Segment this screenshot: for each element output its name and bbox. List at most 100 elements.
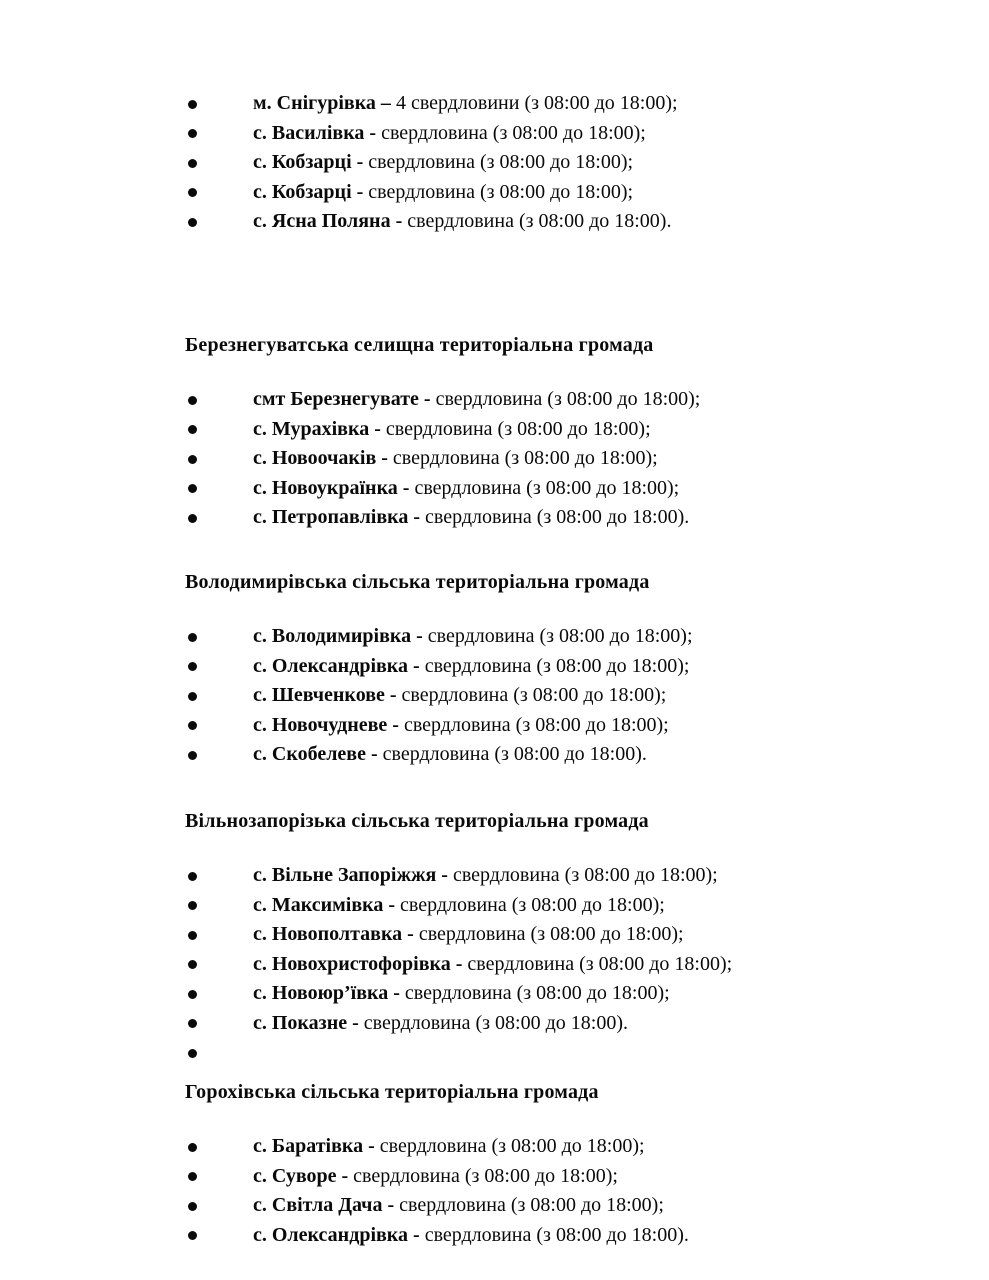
borehole-list-item: с. Кобзарці - свердловина (з 08:00 до 18…	[185, 178, 909, 208]
bullet-icon	[188, 989, 197, 999]
borehole-details: свердловина (з 08:00 до 18:00);	[430, 388, 701, 410]
borehole-list-item: с. Петропавлівка - свердловина (з 08:00 …	[185, 503, 909, 533]
borehole-list-item: с. Новополтавка - свердловина (з 08:00 д…	[185, 920, 909, 950]
borehole-list-item: с. Олександрівка - свердловина (з 08:00 …	[185, 1221, 909, 1251]
place-name: с. Мурахівка -	[253, 417, 381, 440]
borehole-details: свердловина (з 08:00 до 18:00);	[399, 982, 670, 1004]
borehole-list-item: с. Вільне Запоріжжя - свердловина (з 08:…	[185, 861, 909, 891]
place-name: смт Березнегувате -	[253, 388, 431, 410]
borehole-list-item: с. Мурахівка - свердловина (з 08:00 до 1…	[185, 415, 909, 445]
sections-container: м. Снігурівка – 4 свердловини (з 08:00 д…	[185, 89, 909, 1250]
borehole-details: свердловина (з 08:00 до 18:00);	[363, 151, 634, 173]
borehole-list-item: с. Василівка - свердловина (з 08:00 до 1…	[185, 119, 909, 149]
borehole-list: с. Баратівка - свердловина (з 08:00 до 1…	[185, 1132, 909, 1250]
borehole-details: свердловина (з 08:00 до 18:00).	[419, 1223, 689, 1246]
borehole-list-item: с. Олександрівка - свердловина (з 08:00 …	[185, 652, 909, 682]
bullet-icon	[188, 1019, 197, 1028]
borehole-list-item: с. Світла Дача - свердловина (з 08:00 до…	[185, 1191, 909, 1221]
borehole-details: свердловина (з 08:00 до 18:00);	[387, 447, 658, 469]
borehole-details: свердловина (з 08:00 до 18:00);	[394, 1194, 664, 1216]
bullet-icon	[188, 1231, 197, 1240]
bullet-icon	[188, 871, 197, 881]
borehole-details: свердловина (з 08:00 до 18:00);	[374, 1135, 645, 1157]
bullet-icon	[188, 158, 197, 168]
community-section: Вільнозапорізька сільська територіальна …	[185, 807, 909, 1068]
borehole-details: свердловина (з 08:00 до 18:00);	[380, 417, 651, 440]
bullet-icon	[188, 901, 197, 910]
bullet-icon	[188, 930, 197, 940]
borehole-list-item: смт Березнегувате - свердловина (з 08:00…	[185, 385, 909, 415]
bullet-icon	[188, 188, 197, 197]
bullet-icon	[188, 513, 197, 523]
bullet-icon	[188, 425, 197, 434]
borehole-list-item: с. Скобелеве - свердловина (з 08:00 до 1…	[185, 740, 909, 770]
place-name: с. Олександрівка -	[253, 1223, 420, 1246]
bullet-icon	[188, 632, 197, 642]
community-heading: Березнегуватська селищна територіальна г…	[185, 333, 654, 356]
borehole-details: свердловина (з 08:00 до 18:00);	[419, 654, 690, 677]
borehole-details: свердловина (з 08:00 до 18:00);	[462, 952, 733, 975]
borehole-list: с. Вільне Запоріжжя - свердловина (з 08:…	[185, 861, 909, 1068]
place-name: с. Суворе -	[253, 1164, 349, 1187]
place-name: с. Максимівка -	[253, 893, 396, 916]
place-name: с. Скобелеве -	[253, 743, 378, 765]
bullet-icon	[188, 1201, 197, 1211]
bullet-icon	[188, 1048, 197, 1058]
borehole-details: 4 свердловини (з 08:00 до 18:00);	[390, 92, 678, 114]
bullet-icon	[188, 454, 197, 464]
borehole-list-item: с. Володимирівка - свердловина (з 08:00 …	[185, 622, 909, 652]
borehole-list-item: с. Суворе - свердловина (з 08:00 до 18:0…	[185, 1162, 909, 1192]
borehole-details: свердловина (з 08:00 до 18:00);	[409, 476, 680, 499]
community-section: Березнегуватська селищна територіальна г…	[185, 331, 909, 533]
borehole-list-item: м. Снігурівка – 4 свердловини (з 08:00 д…	[185, 89, 909, 119]
place-name: с. Світла Дача -	[253, 1194, 395, 1216]
place-name: с. Баратівка -	[253, 1135, 375, 1157]
borehole-list: м. Снігурівка – 4 свердловини (з 08:00 д…	[185, 89, 909, 237]
place-name: с. Новоюр’ївка -	[253, 982, 400, 1004]
place-name: с. Василівка -	[253, 121, 377, 144]
community-section: Володимирівська сільська територіальна г…	[185, 568, 909, 770]
borehole-list-item: с. Новочудневе - свердловина (з 08:00 до…	[185, 711, 909, 741]
place-name: с. Володимирівка -	[253, 625, 423, 647]
borehole-list-item: с. Новоюр’ївка - свердловина (з 08:00 до…	[185, 979, 909, 1009]
bullet-icon	[188, 662, 197, 671]
borehole-details: свердловина (з 08:00 до 18:00);	[413, 923, 684, 945]
place-name: с. Олександрівка -	[253, 654, 420, 677]
borehole-list-item: с. Кобзарці - свердловина (з 08:00 до 18…	[185, 148, 909, 178]
borehole-list-item: с. Новоукраїнка - свердловина (з 08:00 д…	[185, 474, 909, 504]
borehole-list: смт Березнегувате - свердловина (з 08:00…	[185, 385, 909, 533]
borehole-list-item: с. Баратівка - свердловина (з 08:00 до 1…	[185, 1132, 909, 1162]
bullet-icon	[188, 395, 197, 405]
borehole-list-item: с. Показне - свердловина (з 08:00 до 18:…	[185, 1009, 909, 1039]
community-section: м. Снігурівка – 4 свердловини (з 08:00 д…	[185, 89, 909, 237]
borehole-list: с. Володимирівка - свердловина (з 08:00 …	[185, 622, 909, 770]
place-name: с. Новополтавка -	[253, 923, 414, 945]
borehole-details: свердловина (з 08:00 до 18:00);	[395, 893, 665, 916]
bullet-icon	[188, 1142, 197, 1152]
borehole-details: свердловина (з 08:00 до 18:00);	[376, 121, 646, 144]
borehole-details: свердловина (з 08:00 до 18:00);	[422, 625, 693, 647]
borehole-details: свердловина (з 08:00 до 18:00);	[398, 713, 669, 736]
place-name: с. Новоочаків -	[253, 447, 388, 469]
bullet-icon	[188, 217, 197, 227]
bullet-icon	[188, 99, 197, 109]
bullet-icon	[188, 721, 197, 730]
bullet-icon	[188, 484, 197, 493]
borehole-details: свердловина (з 08:00 до 18:00);	[447, 864, 718, 886]
place-name: с. Новохристофорівка -	[253, 952, 463, 975]
place-name: с. Показне -	[253, 1011, 359, 1034]
borehole-details: свердловина (з 08:00 до 18:00);	[396, 684, 667, 706]
borehole-details: свердловина (з 08:00 до 18:00).	[420, 506, 690, 528]
place-name: с. Петропавлівка -	[253, 506, 421, 528]
bullet-icon	[188, 750, 197, 760]
place-name: с. Вільне Запоріжжя -	[253, 864, 448, 886]
place-name: с. Ясна Поляна -	[253, 210, 403, 232]
borehole-details: свердловина (з 08:00 до 18:00).	[402, 210, 672, 232]
place-name: с. Новоукраїнка -	[253, 476, 410, 499]
place-name: м. Снігурівка –	[253, 92, 391, 114]
community-heading: Володимирівська сільська територіальна г…	[185, 570, 650, 593]
borehole-list-item: с. Новохристофорівка - свердловина (з 08…	[185, 950, 909, 980]
place-name: с. Новочудневе -	[253, 713, 399, 736]
borehole-details: свердловина (з 08:00 до 18:00);	[363, 180, 634, 203]
